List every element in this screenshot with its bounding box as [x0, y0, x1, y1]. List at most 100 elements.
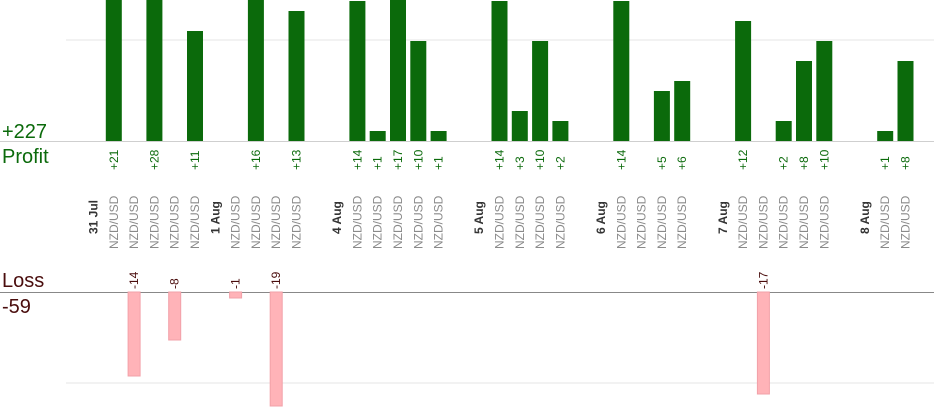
- pair-label: NZD/USD: [391, 195, 405, 249]
- pair-label: NZD/USD: [675, 195, 689, 249]
- pair-label: NZD/USD: [493, 195, 507, 249]
- profit-bar: [775, 121, 792, 141]
- loss-bar: [269, 291, 283, 407]
- profit-bar: [491, 1, 508, 141]
- category-labels: 31 Jul NZD/USD NZD/USD NZD/USD NZD/USD NZD/US…: [87, 195, 913, 249]
- pair-label: NZD/USD: [553, 195, 567, 249]
- profit-value-label: +2: [553, 156, 567, 170]
- pair-label: NZD/USD: [432, 195, 446, 249]
- pair-label: NZD/USD: [899, 195, 913, 249]
- profit-bar: [897, 61, 914, 141]
- profit-value-label: +2: [777, 156, 791, 170]
- profit-bar: [146, 0, 163, 141]
- date-label: 5 Aug: [472, 201, 486, 234]
- loss-value-label: -8: [168, 278, 182, 289]
- loss-bar: [127, 291, 141, 377]
- profit-bar: [613, 1, 630, 141]
- pair-label: NZD/USD: [797, 195, 811, 249]
- loss-bar: [168, 291, 182, 341]
- pair-label: NZD/USD: [168, 195, 182, 249]
- pair-label: NZD/USD: [513, 195, 527, 249]
- pair-label: NZD/USD: [371, 195, 385, 249]
- loss-value-label: -19: [269, 271, 283, 289]
- profit-value-label: +6: [675, 156, 689, 170]
- date-label: 1 Aug: [208, 201, 222, 234]
- pair-label: NZD/USD: [817, 195, 831, 249]
- pair-label: NZD/USD: [350, 195, 364, 249]
- profit-value-label: +14: [493, 149, 507, 170]
- loss-value-label: -17: [756, 271, 770, 289]
- profit-value-label: +10: [817, 149, 831, 170]
- pair-label: NZD/USD: [533, 195, 547, 249]
- profit-value-label: +14: [614, 149, 628, 170]
- profit-bar: [735, 21, 752, 141]
- pair-label: NZD/USD: [655, 195, 669, 249]
- profit-bar: [674, 81, 691, 141]
- pair-label: NZD/USD: [107, 195, 121, 249]
- profit-bar: [430, 131, 447, 141]
- profit-value-label: +8: [797, 156, 811, 170]
- profit-bar: [877, 131, 894, 141]
- pair-label: NZD/USD: [147, 195, 161, 249]
- profit-label: Profit: [2, 146, 49, 168]
- profit-total: +227: [2, 121, 47, 143]
- profit-value-label: +11: [188, 150, 202, 170]
- profit-value-label: +5: [655, 156, 669, 170]
- profit-value-label: +1: [371, 156, 385, 170]
- profit-value-label: +17: [391, 149, 405, 170]
- profit-bar: [105, 0, 122, 141]
- loss-bar: [756, 291, 770, 395]
- date-label: 7 Aug: [716, 201, 730, 234]
- pair-label: NZD/USD: [777, 195, 791, 249]
- pair-label: NZD/USD: [188, 195, 202, 249]
- profit-bar: [796, 61, 812, 141]
- profit-bar: [187, 31, 203, 141]
- loss-value-label: -14: [127, 271, 141, 289]
- pair-label: NZD/USD: [736, 195, 750, 249]
- date-label: 31 Jul: [87, 200, 101, 234]
- bar-labels: +21 -14 +28 -8 +11 -1 +16 -19 +13 +14 +1 +17 +10 +1 +1…: [107, 149, 913, 289]
- loss-bars: [127, 291, 770, 407]
- profit-value-label: +3: [513, 156, 527, 170]
- profit-bar: [511, 111, 528, 141]
- profit-bar: [288, 11, 305, 141]
- pair-label: NZD/USD: [878, 195, 892, 249]
- profit-bar: [816, 41, 833, 141]
- date-label: 4 Aug: [330, 201, 344, 234]
- profit-value-label: +13: [290, 149, 304, 170]
- profit-value-label: +1: [878, 156, 892, 170]
- profit-bar: [653, 91, 670, 141]
- profit-bar: [369, 131, 386, 141]
- profit-bar: [552, 121, 569, 141]
- profit-value-label: +10: [533, 149, 547, 170]
- profit-bar: [532, 41, 549, 141]
- profit-value-label: +16: [249, 149, 263, 170]
- loss-label: Loss: [2, 270, 44, 292]
- pair-label: NZD/USD: [614, 195, 628, 249]
- profit-bar: [390, 0, 406, 141]
- profit-bar: [410, 41, 427, 141]
- loss-value-label: -1: [229, 278, 243, 289]
- pair-label: NZD/USD: [249, 195, 263, 249]
- profit-value-label: +8: [899, 156, 913, 170]
- loss-total: -59: [2, 296, 31, 318]
- pair-label: NZD/USD: [269, 195, 283, 249]
- pair-label: NZD/USD: [127, 195, 141, 249]
- pair-label: NZD/USD: [290, 195, 304, 249]
- profit-value-label: +21: [107, 149, 121, 170]
- profit-value-label: +12: [736, 149, 750, 170]
- profit-bar: [247, 0, 264, 141]
- pair-label: NZD/USD: [411, 195, 425, 249]
- profit-value-label: +1: [432, 156, 446, 170]
- date-label: 6 Aug: [594, 201, 608, 234]
- pair-label: NZD/USD: [756, 195, 770, 249]
- loss-bar: [229, 291, 243, 299]
- pair-label: NZD/USD: [635, 195, 649, 249]
- profit-value-label: +10: [411, 149, 425, 170]
- profit-bar: [349, 1, 366, 141]
- profit-value-label: +28: [147, 149, 161, 170]
- date-label: 8 Aug: [858, 201, 872, 234]
- profit-value-label: +14: [350, 149, 364, 170]
- profit-bars: [105, 0, 914, 141]
